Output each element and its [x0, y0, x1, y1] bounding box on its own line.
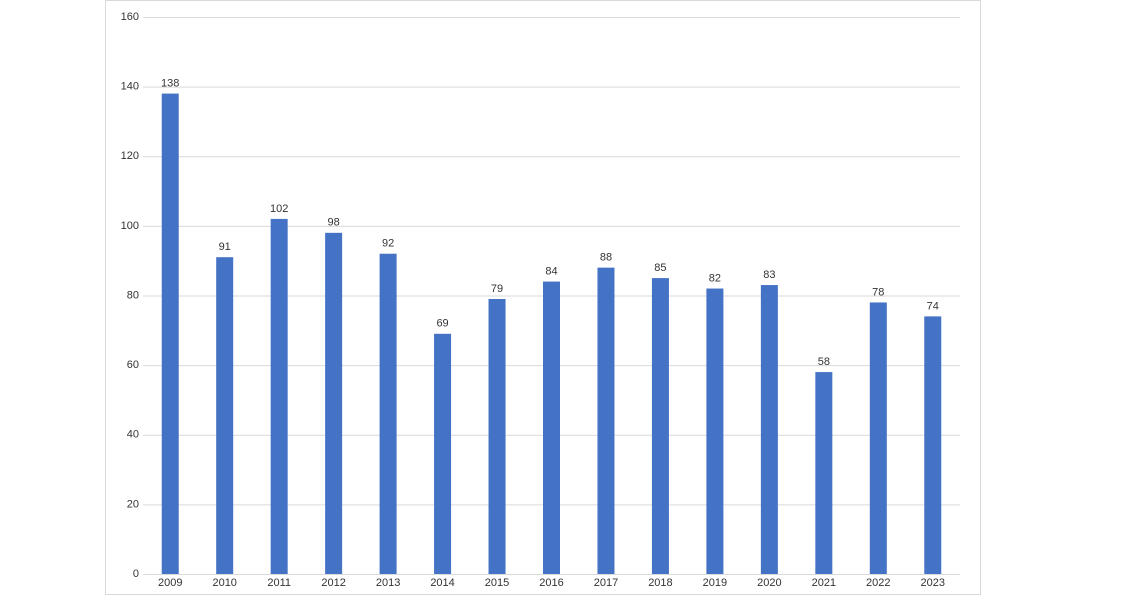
data-label: 84 [545, 265, 557, 277]
data-label: 85 [654, 262, 666, 274]
bar [325, 232, 343, 574]
x-tick-label: 2017 [594, 577, 618, 589]
y-tick-label: 0 [133, 568, 139, 580]
y-tick-label: 120 [121, 150, 139, 162]
data-label: 58 [818, 356, 830, 368]
data-label: 138 [161, 77, 179, 89]
bar [815, 372, 833, 574]
data-label: 88 [600, 252, 612, 264]
y-tick-label: 80 [127, 289, 139, 301]
y-tick-label: 140 [121, 81, 139, 93]
data-label: 83 [763, 269, 775, 281]
bar [706, 288, 724, 574]
data-label: 92 [382, 238, 394, 250]
data-label: 79 [491, 283, 503, 295]
x-tick-label: 2022 [866, 577, 890, 589]
data-label: 102 [270, 203, 288, 215]
data-label: 78 [872, 286, 884, 298]
data-label: 69 [436, 318, 448, 330]
bar [270, 218, 288, 574]
bar [488, 298, 506, 574]
y-tick-label: 40 [127, 429, 139, 441]
y-tick-label: 20 [127, 498, 139, 510]
y-tick-label: 60 [127, 359, 139, 371]
x-tick-label: 2009 [158, 577, 182, 589]
x-tick-label: 2018 [648, 577, 672, 589]
y-tick-label: 100 [121, 220, 139, 232]
x-tick-label: 2015 [485, 577, 509, 589]
data-label: 98 [328, 217, 340, 229]
x-tick-label: 2019 [703, 577, 727, 589]
bar [434, 333, 452, 574]
bar [161, 93, 179, 575]
bar [869, 302, 887, 574]
x-tick-label: 2011 [267, 577, 291, 589]
x-tick-label: 2013 [376, 577, 400, 589]
bar [651, 278, 669, 574]
x-tick-label: 2021 [812, 577, 836, 589]
bar [597, 267, 615, 574]
data-label: 82 [709, 272, 721, 284]
x-tick-label: 2020 [757, 577, 781, 589]
x-tick-label: 2014 [430, 577, 454, 589]
x-tick-label: 2010 [212, 577, 236, 589]
x-tick-label: 2012 [321, 577, 345, 589]
x-tick-label: 2016 [539, 577, 563, 589]
bar [379, 253, 397, 574]
bar [543, 281, 560, 574]
x-tick-label: 2023 [921, 577, 945, 589]
bar [760, 285, 778, 574]
y-tick-label: 160 [121, 11, 139, 23]
bar [924, 316, 942, 574]
data-label: 74 [927, 300, 939, 312]
bar [216, 257, 234, 574]
data-label: 91 [219, 241, 231, 253]
